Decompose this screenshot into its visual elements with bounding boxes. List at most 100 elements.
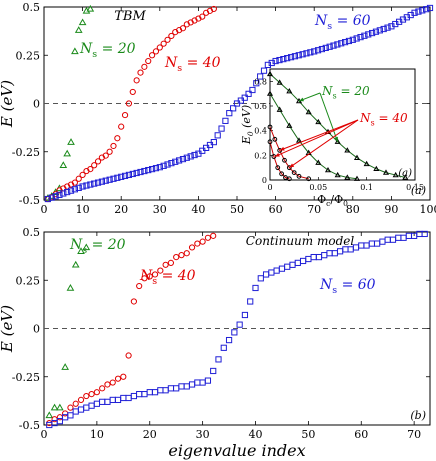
inset-y-tick-label: 0.4 — [254, 127, 267, 136]
data-point — [421, 230, 428, 238]
data-point — [241, 311, 249, 319]
data-point — [349, 36, 356, 43]
series-circle — [46, 232, 217, 427]
data-point — [215, 356, 222, 363]
x-tick-label: 0 — [41, 428, 48, 441]
data-point — [268, 59, 275, 67]
data-point — [314, 47, 322, 54]
data-point — [287, 54, 295, 61]
inset-data-point — [363, 160, 370, 167]
inset-data-point — [295, 137, 303, 143]
data-point — [156, 44, 163, 51]
data-point — [218, 125, 225, 132]
data-point — [303, 50, 310, 57]
series-label-part: = 40 — [182, 55, 221, 71]
y-axis-label: E (eV) — [0, 80, 16, 128]
data-point — [176, 157, 183, 164]
inset-arrow-head — [334, 136, 338, 142]
data-point — [99, 385, 106, 392]
data-point — [426, 4, 434, 12]
inset-x-axis-label: Φc/Φ0 — [317, 193, 348, 208]
data-point — [162, 261, 169, 268]
data-point — [191, 151, 198, 159]
inset-data-point — [334, 171, 341, 178]
x-tick-label: 70 — [307, 203, 321, 216]
inset-data-point — [344, 174, 351, 180]
series-label-part: s — [327, 21, 332, 32]
inset-data-point — [392, 171, 399, 178]
inset-data-point — [272, 136, 278, 142]
data-point — [179, 155, 187, 163]
inset-y-axis-label-part: (eV) — [240, 105, 253, 132]
data-point — [157, 267, 164, 274]
data-point — [236, 321, 243, 328]
data-point — [136, 282, 143, 290]
x-tick-label: 60 — [354, 428, 368, 441]
series-label: Ns = 40 — [164, 55, 221, 74]
data-point — [220, 344, 227, 351]
inset-data-point — [267, 139, 273, 145]
y-tick-label: 0.5 — [23, 1, 41, 14]
data-point — [141, 167, 148, 175]
data-point — [59, 161, 68, 169]
series-label: Ns = 60 — [319, 277, 376, 296]
inset-x-axis-label-part: /Φ — [330, 193, 343, 206]
data-point — [353, 35, 360, 42]
data-point — [44, 195, 51, 203]
x-tick-label: 70 — [407, 428, 421, 441]
inset-data-point — [344, 147, 351, 153]
data-point — [164, 161, 171, 168]
data-point — [56, 418, 63, 425]
data-point — [376, 27, 383, 34]
series-label-part: N — [69, 237, 83, 253]
data-point — [114, 174, 121, 181]
series-label-part: N — [319, 277, 333, 293]
inset-data-point — [266, 70, 274, 77]
inset-arrow-head — [289, 163, 295, 168]
data-point — [75, 184, 82, 191]
data-point — [210, 367, 217, 375]
panel-b-chart: -0.5 -0.25 0 0.25 0.5 0 10 20 30 40 50 60 70 E (eV) ei… — [0, 226, 431, 460]
data-point — [102, 152, 109, 159]
data-point — [141, 275, 148, 282]
data-point — [74, 26, 83, 33]
data-point — [210, 5, 217, 13]
inset-series-triangle — [266, 90, 361, 181]
data-point — [151, 271, 159, 278]
data-point — [369, 29, 376, 37]
series-label-part: N — [79, 41, 93, 57]
data-point — [120, 373, 127, 380]
model-title: TBM — [114, 9, 146, 24]
data-point — [199, 13, 206, 20]
series-triangle — [45, 243, 91, 419]
data-point — [146, 273, 153, 280]
data-point — [83, 182, 90, 189]
series-square — [44, 4, 434, 203]
series-square — [46, 230, 428, 429]
data-point — [67, 404, 74, 411]
inset-y-axis-label-part: E — [240, 136, 253, 145]
data-point — [77, 247, 85, 255]
x-axis-label: eigenvalue index — [168, 441, 305, 460]
data-point — [94, 158, 102, 165]
data-point — [79, 183, 86, 190]
data-point — [260, 67, 268, 74]
data-point — [87, 166, 94, 173]
series-label-part: s — [177, 63, 182, 74]
data-point — [318, 45, 326, 53]
data-point — [148, 52, 156, 59]
model-title: Continuum model — [246, 234, 355, 248]
data-point — [75, 175, 82, 182]
inset-annotation-label-part: N — [321, 84, 333, 98]
data-point — [210, 232, 217, 239]
data-point — [91, 180, 98, 187]
data-point — [179, 25, 187, 32]
data-point — [77, 396, 85, 404]
series-label-part: N — [314, 13, 328, 29]
data-point — [88, 391, 95, 398]
x-tick-label: 10 — [90, 428, 104, 441]
inset-data-point — [266, 90, 274, 96]
data-point — [372, 28, 380, 35]
inset-data-point — [286, 165, 292, 171]
